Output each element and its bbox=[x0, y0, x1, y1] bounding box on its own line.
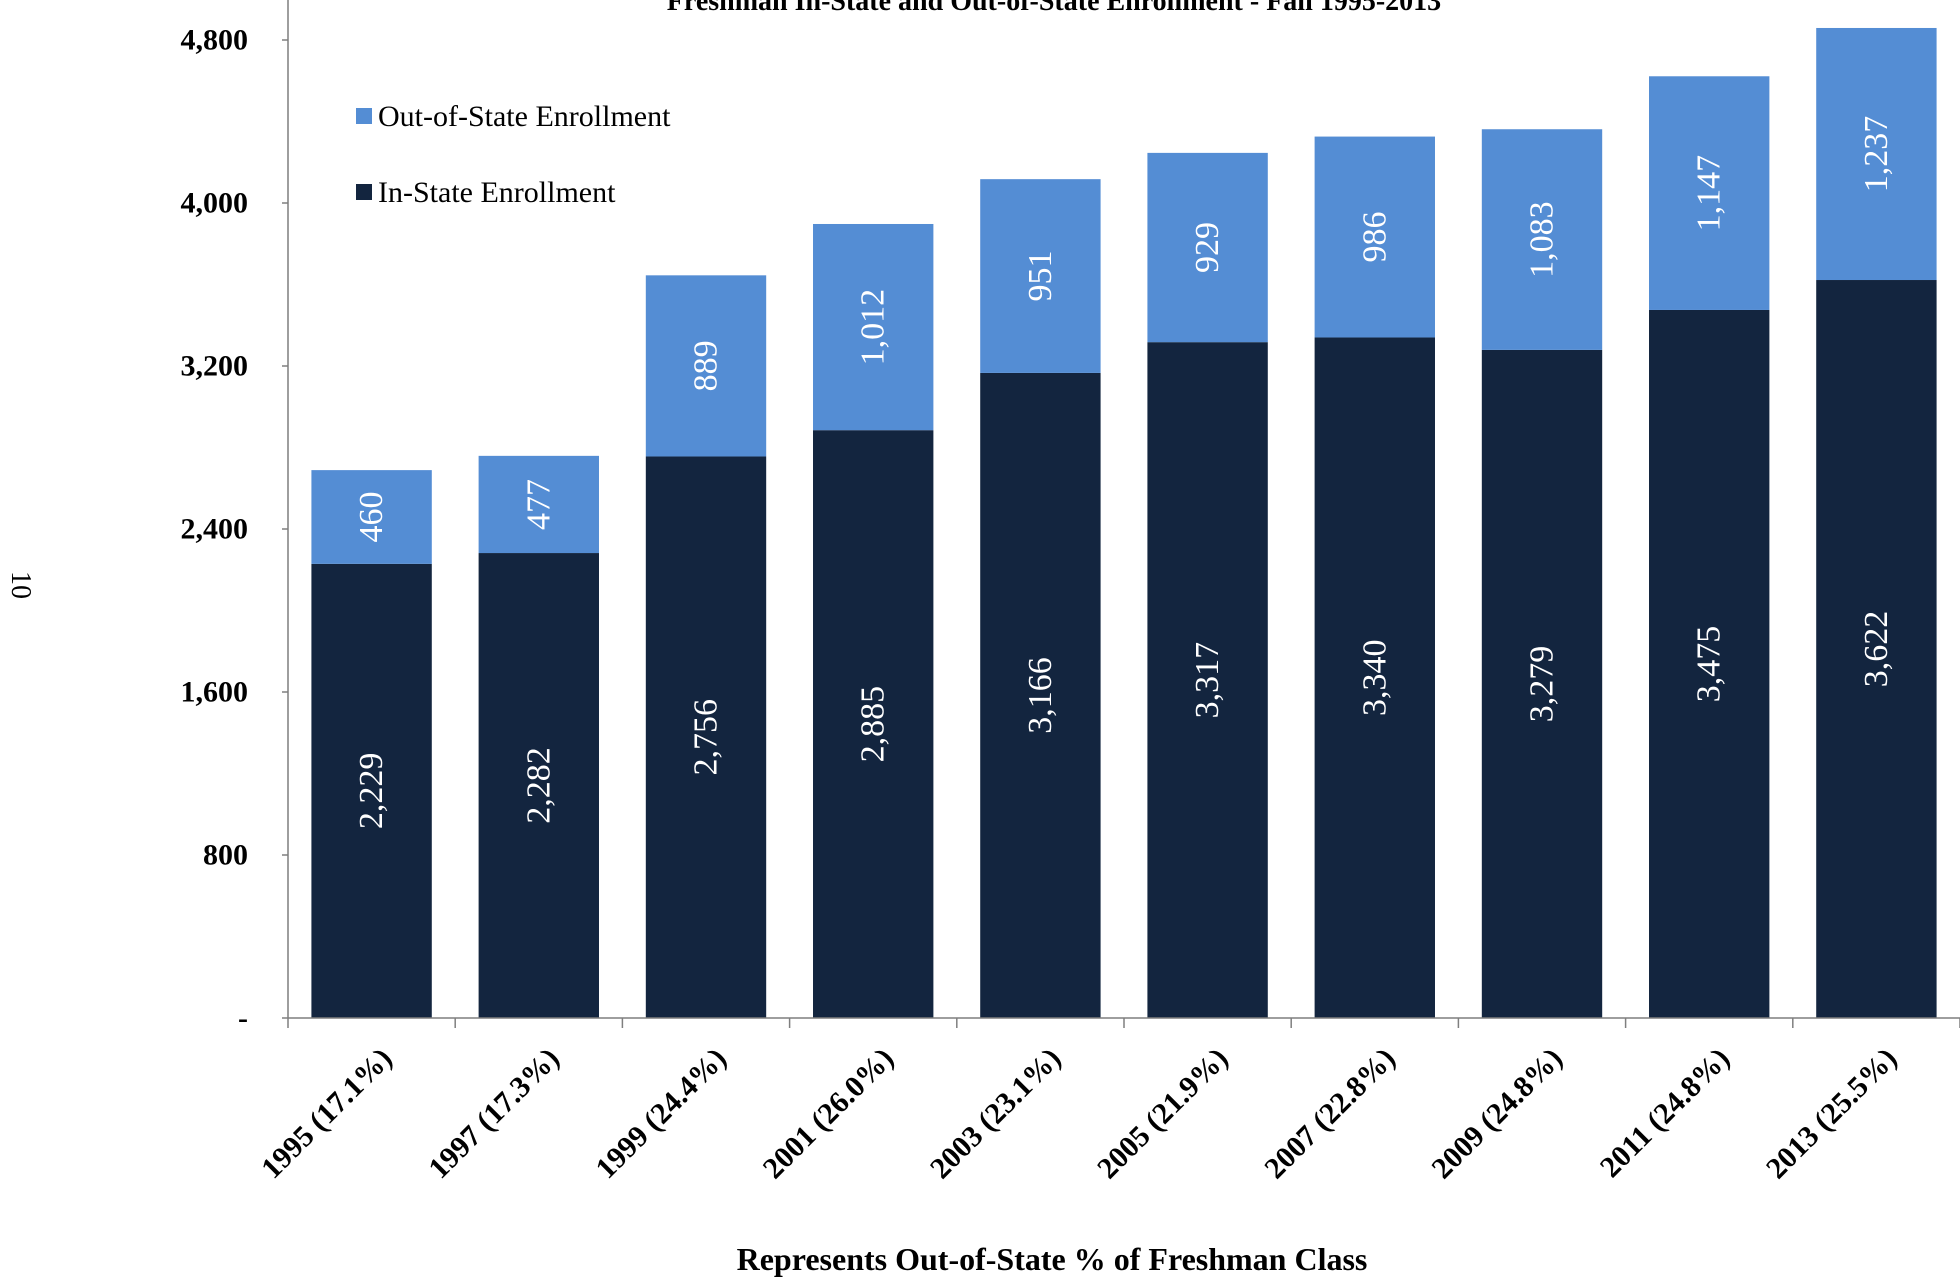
bar-in-state-enrollment-8 bbox=[1649, 309, 1770, 1018]
bar-out-of-state-enrollment-9 bbox=[1816, 27, 1937, 281]
legend-swatch-in-state bbox=[356, 184, 372, 200]
y-tick-label: 3,200 bbox=[181, 350, 249, 383]
data-label-in-state-enrollment-0: 2,229 bbox=[353, 753, 390, 830]
data-label-in-state-enrollment-3: 2,885 bbox=[855, 686, 892, 763]
x-axis-title: Represents Out-of-State % of Freshman Cl… bbox=[737, 1241, 1368, 1277]
data-label-in-state-enrollment-2: 2,756 bbox=[688, 699, 725, 776]
bar-out-of-state-enrollment-3 bbox=[813, 223, 934, 431]
data-label-out-of-state-enrollment-8: 1,147 bbox=[1691, 155, 1728, 232]
data-label-in-state-enrollment-1: 2,282 bbox=[520, 747, 557, 824]
data-label-out-of-state-enrollment-1: 477 bbox=[520, 479, 557, 530]
legend: Out-of-State Enrollment In-State Enrollm… bbox=[356, 100, 671, 209]
bar-in-state-enrollment-7 bbox=[1481, 349, 1603, 1018]
x-tick-label: 1995 (17.1%) bbox=[255, 1042, 399, 1186]
chart-title: Freshman In-State and Out-of-State Enrol… bbox=[667, 0, 1441, 17]
data-label-in-state-enrollment-9: 3,622 bbox=[1858, 611, 1895, 688]
bar-out-of-state-enrollment-7 bbox=[1481, 129, 1603, 350]
y-tick-label: 2,400 bbox=[181, 513, 249, 546]
x-tick-label: 1997 (17.3%) bbox=[422, 1042, 566, 1186]
data-label-out-of-state-enrollment-9: 1,237 bbox=[1858, 116, 1895, 193]
legend-swatch-out-of-state bbox=[356, 108, 372, 124]
x-tick-label: 1999 (24.4%) bbox=[589, 1042, 733, 1186]
bar-in-state-enrollment-3 bbox=[813, 430, 934, 1018]
x-tick-label: 2009 (24.8%) bbox=[1425, 1042, 1569, 1186]
bar-out-of-state-enrollment-6 bbox=[1314, 136, 1435, 338]
bar-layer: 2,229 460 2,282 477 2,756 889 2,885 1,012 3,166 9… bbox=[311, 27, 1937, 1019]
x-tick-label: 2011 (24.8%) bbox=[1594, 1042, 1736, 1184]
bar-in-state-enrollment-2 bbox=[645, 456, 767, 1019]
data-label-in-state-enrollment-8: 3,475 bbox=[1691, 626, 1728, 703]
data-label-in-state-enrollment-5: 3,317 bbox=[1189, 642, 1226, 719]
data-label-out-of-state-enrollment-5: 929 bbox=[1189, 222, 1226, 273]
bar-in-state-enrollment-0 bbox=[311, 563, 432, 1018]
legend-label-out-of-state: Out-of-State Enrollment bbox=[378, 100, 671, 133]
bar-in-state-enrollment-9 bbox=[1816, 280, 1937, 1019]
bar-out-of-state-enrollment-8 bbox=[1649, 76, 1770, 310]
data-label-out-of-state-enrollment-6: 986 bbox=[1356, 212, 1393, 263]
legend-label-in-state: In-State Enrollment bbox=[378, 176, 616, 209]
bar-out-of-state-enrollment-2 bbox=[645, 275, 767, 457]
bar-out-of-state-enrollment-0 bbox=[311, 470, 432, 564]
y-tick-label: 1,600 bbox=[181, 676, 249, 709]
y-tick-label: 4,800 bbox=[181, 24, 249, 57]
y-tick-label: - bbox=[238, 1002, 248, 1035]
x-tick-label: 2001 (26.0%) bbox=[757, 1042, 901, 1186]
data-label-in-state-enrollment-7: 3,279 bbox=[1524, 646, 1561, 723]
data-label-out-of-state-enrollment-7: 1,083 bbox=[1524, 201, 1561, 278]
bar-in-state-enrollment-6 bbox=[1314, 337, 1435, 1019]
data-label-out-of-state-enrollment-2: 889 bbox=[688, 340, 725, 391]
bar-out-of-state-enrollment-1 bbox=[478, 455, 599, 554]
data-label-in-state-enrollment-6: 3,340 bbox=[1356, 639, 1393, 716]
y-tick-label: 800 bbox=[203, 839, 248, 872]
data-label-in-state-enrollment-4: 3,166 bbox=[1022, 657, 1059, 734]
bar-out-of-state-enrollment-5 bbox=[1147, 152, 1268, 343]
bar-in-state-enrollment-5 bbox=[1147, 342, 1268, 1018]
y-tick-label: 4,000 bbox=[181, 187, 249, 220]
data-label-out-of-state-enrollment-3: 1,012 bbox=[855, 289, 892, 366]
data-label-out-of-state-enrollment-4: 951 bbox=[1022, 251, 1059, 302]
bar-in-state-enrollment-4 bbox=[980, 372, 1101, 1018]
bar-out-of-state-enrollment-4 bbox=[980, 179, 1101, 373]
x-tick-label: 2005 (21.9%) bbox=[1091, 1042, 1235, 1186]
x-tick-label: 2007 (22.8%) bbox=[1258, 1042, 1402, 1186]
x-tick-label: 2003 (23.1%) bbox=[924, 1042, 1068, 1186]
x-tick-label: 2013 (25.5%) bbox=[1760, 1042, 1904, 1186]
bar-in-state-enrollment-1 bbox=[478, 553, 599, 1018]
page-number: 10 bbox=[5, 571, 36, 599]
data-label-out-of-state-enrollment-0: 460 bbox=[353, 491, 390, 542]
